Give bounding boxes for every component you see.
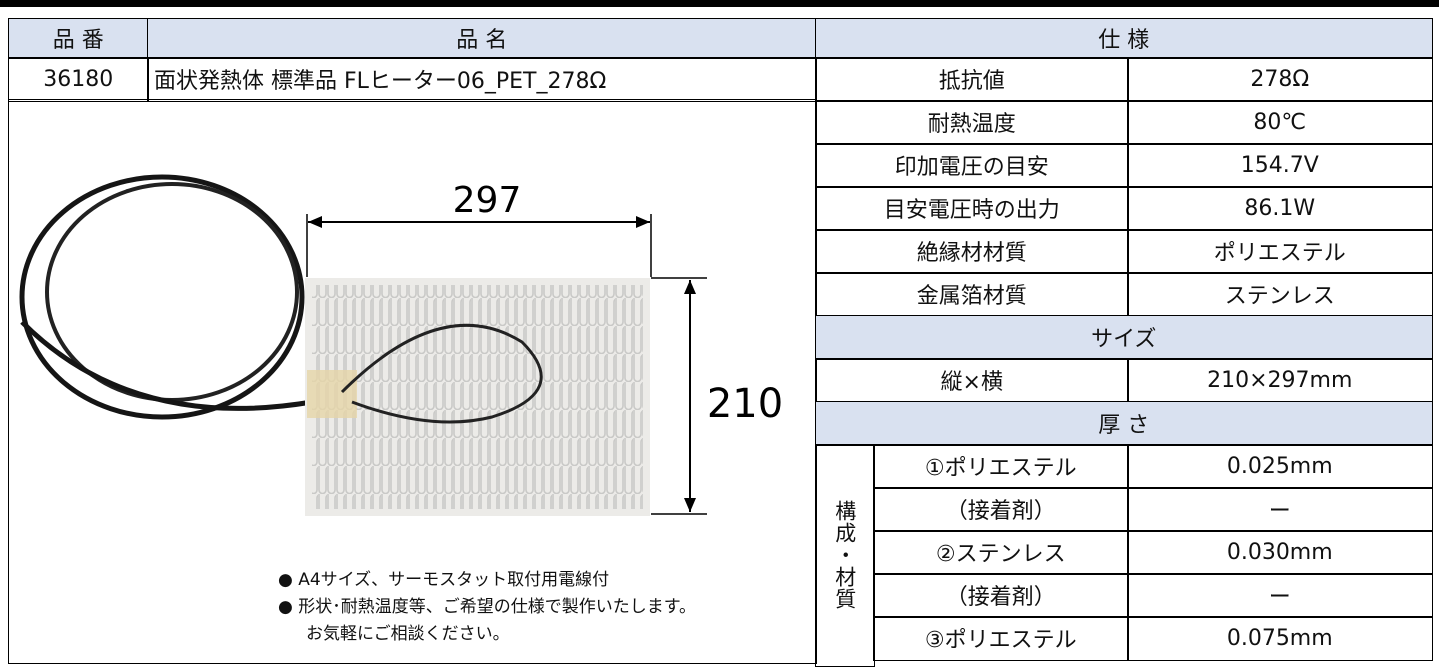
top-bar <box>0 0 1439 7</box>
layer-label: ①ポリエステル <box>873 444 1129 489</box>
layer-label: ③ポリエステル <box>873 616 1129 661</box>
header-cell: 品 番 <box>8 18 149 59</box>
spec-label: 絶縁材材質 <box>815 229 1129 274</box>
spec-value: 154.7V <box>1127 143 1433 188</box>
spec-value: 86.1W <box>1127 186 1433 231</box>
header-cell: 仕 様 <box>815 18 1433 59</box>
heater-figure: 297 210 <box>19 174 783 516</box>
spec-value: 278Ω <box>1127 57 1433 102</box>
spec-label: 目安電圧時の出力 <box>815 186 1129 231</box>
part-number: 36180 <box>8 57 149 102</box>
layer-value: ー <box>1127 487 1433 532</box>
spec-label: 耐熱温度 <box>815 100 1129 145</box>
spec-value: ステンレス <box>1127 272 1433 317</box>
product-name: 面状発熱体 標準品 FLヒーター06_PET_278Ω <box>147 57 817 102</box>
layer-value: 0.025mm <box>1127 444 1433 489</box>
spec-label: 金属箔材質 <box>815 272 1129 317</box>
note-line: ● 形状･耐熱温度等、ご希望の仕様で製作いたします。 <box>278 597 697 617</box>
spec-label: 印加電圧の目安 <box>815 143 1129 188</box>
spec-value: 210×297mm <box>1127 358 1433 403</box>
height-dimension: 210 <box>707 381 783 427</box>
note-line: ● A4サイズ、サーモスタット取付用電線付 <box>278 570 610 590</box>
layer-value: ー <box>1127 573 1433 618</box>
spec-value: ポリエステル <box>1127 229 1433 274</box>
structure-label: 構成・材質 <box>815 444 875 667</box>
note-line: お気軽にご相談ください。 <box>306 624 510 644</box>
spec-value: 80℃ <box>1127 100 1433 145</box>
width-dimension: 297 <box>453 180 522 221</box>
spec-label: 抵抗値 <box>815 57 1129 102</box>
section-header: サイズ <box>815 315 1433 360</box>
layer-label: （接着剤） <box>873 487 1129 532</box>
section-header: 厚 さ <box>815 401 1433 446</box>
layer-value: 0.030mm <box>1127 530 1433 575</box>
header-cell: 品 名 <box>147 18 817 59</box>
layer-label: （接着剤） <box>873 573 1129 618</box>
spec-label: 縦×横 <box>815 358 1129 403</box>
layer-label: ②ステンレス <box>873 530 1129 575</box>
layer-value: 0.075mm <box>1127 616 1433 661</box>
